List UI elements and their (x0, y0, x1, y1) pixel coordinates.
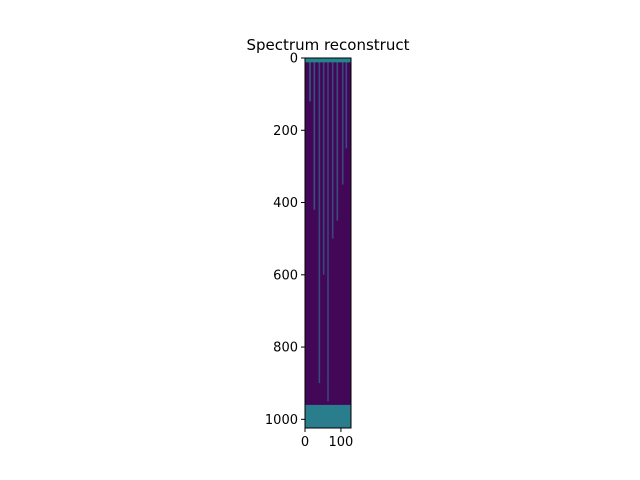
y-axis: 0 200 400 600 800 1000 (265, 52, 305, 428)
y-tick-label: 200 (273, 124, 298, 139)
heatmap-ridge-1 (313, 59, 316, 210)
plot-frame (304, 57, 352, 429)
heatmap-top-band (305, 58, 351, 63)
heatmap-image (305, 58, 351, 429)
heatmap-ridge-2 (318, 59, 321, 384)
y-tick-label: 800 (273, 341, 298, 356)
x-tick-label: 100 (329, 435, 354, 450)
y-tick-label: 400 (273, 196, 298, 211)
heatmap-ridge-4 (327, 59, 329, 402)
x-axis: 0 100 (301, 428, 353, 450)
heatmap-ridge-5 (331, 59, 334, 239)
heatmap-ridge-6 (336, 59, 339, 221)
heatmap-bottom-band (305, 404, 351, 429)
heatmap-ridge-3 (322, 59, 325, 275)
chart-title: Spectrum reconstruct (247, 36, 410, 54)
y-tick-label: 1000 (265, 413, 298, 428)
y-tick-label: 600 (273, 268, 298, 283)
heatmap-ridge-8 (345, 59, 348, 149)
x-tick-label: 0 (301, 435, 309, 450)
heatmap-ridge-7 (341, 59, 344, 185)
y-tick-label: 0 (290, 52, 298, 67)
heatmap-ridge-0 (309, 59, 311, 102)
